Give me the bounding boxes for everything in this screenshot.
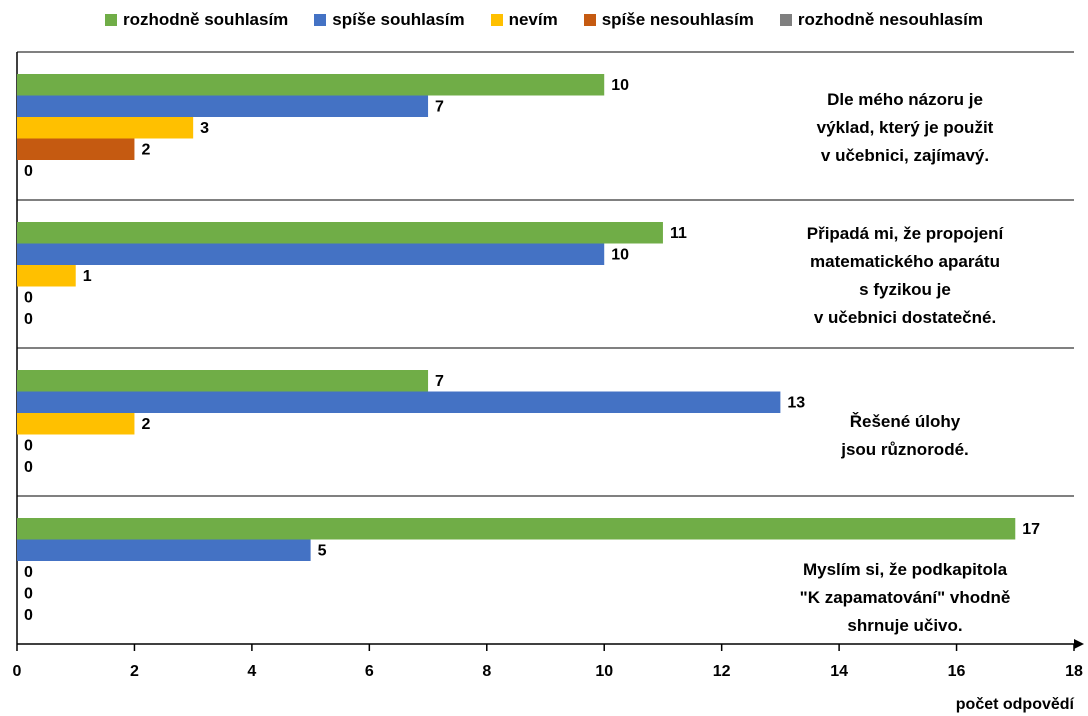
legend-label: spíše souhlasím <box>332 10 465 29</box>
x-tick-label: 4 <box>247 663 256 680</box>
value-label: 1 <box>83 268 92 285</box>
value-label: 7 <box>435 98 444 115</box>
legend-item: rozhodně souhlasím <box>105 10 288 30</box>
value-label: 0 <box>24 163 33 180</box>
value-label: 17 <box>1022 521 1040 538</box>
value-label: 10 <box>611 246 629 263</box>
bar <box>17 95 429 117</box>
bar <box>17 370 429 392</box>
legend-label: rozhodně nesouhlasím <box>797 10 983 29</box>
legend-item: spíše souhlasím <box>314 10 465 30</box>
legend-swatch <box>105 14 117 26</box>
category-label: Řešené úlohy jsou různorodé. <box>841 412 969 459</box>
x-tick-label: 2 <box>130 663 139 680</box>
value-label: 0 <box>24 289 33 306</box>
category-label: Myslím si, že podkapitola "K zapamatován… <box>799 560 1011 635</box>
bar <box>17 117 194 139</box>
x-tick-label: 8 <box>482 663 491 680</box>
legend: rozhodně souhlasím spíše souhlasím nevím sp… <box>0 10 1088 30</box>
legend-swatch <box>583 14 596 26</box>
bar <box>17 222 663 244</box>
value-label: 0 <box>24 459 33 476</box>
legend-label: spíše nesouhlasím <box>601 10 754 29</box>
value-label: 2 <box>141 416 150 433</box>
legend-item: rozhodně nesouhlasím <box>779 10 983 30</box>
x-tick-label: 16 <box>948 663 966 680</box>
bar <box>17 413 135 435</box>
value-label: 2 <box>141 141 150 158</box>
x-tick-label: 6 <box>365 663 374 680</box>
value-label: 0 <box>24 607 33 624</box>
legend-label: rozhodně souhlasím <box>123 10 289 29</box>
bar <box>17 518 1016 540</box>
x-tick-label: 10 <box>595 663 613 680</box>
bar <box>17 138 135 160</box>
x-tick-label: 18 <box>1065 663 1083 680</box>
value-label: 0 <box>24 564 33 581</box>
x-axis-label: počet odpovědí <box>956 696 1075 713</box>
legend-swatch <box>314 14 327 26</box>
bar <box>17 539 311 561</box>
legend-swatch <box>779 14 792 26</box>
value-label: 13 <box>787 394 805 411</box>
category-label: Dle mého názoru je výklad, který je použ… <box>816 90 994 165</box>
legend-label: nevím <box>508 10 558 29</box>
value-label: 10 <box>611 77 629 94</box>
bar <box>17 74 605 96</box>
value-label: 5 <box>318 542 327 559</box>
value-label: 0 <box>24 437 33 454</box>
value-label: 3 <box>200 120 209 137</box>
bar <box>17 265 76 287</box>
legend-item: nevím <box>490 10 558 30</box>
value-label: 0 <box>24 311 33 328</box>
value-label: 7 <box>435 373 444 390</box>
bar <box>17 243 605 265</box>
legend-swatch <box>490 14 503 26</box>
axis-arrow <box>1074 639 1084 649</box>
bar <box>17 391 781 413</box>
legend-item: spíše nesouhlasím <box>583 10 754 30</box>
x-tick-label: 12 <box>713 663 731 680</box>
x-tick-label: 0 <box>13 663 22 680</box>
x-tick-label: 14 <box>830 663 848 680</box>
value-label: 11 <box>670 225 687 242</box>
category-label: Připadá mi, že propojení matematického a… <box>806 224 1004 327</box>
value-label: 0 <box>24 585 33 602</box>
